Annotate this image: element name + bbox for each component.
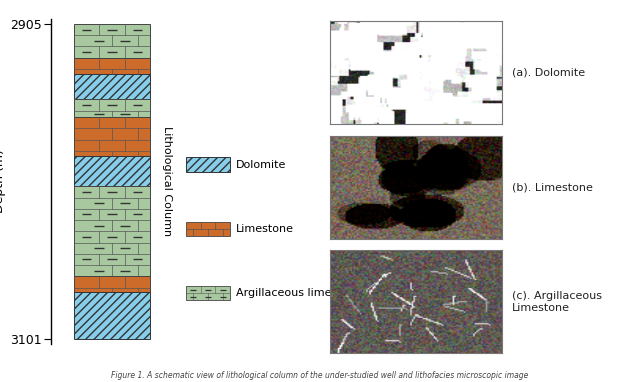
Text: Argillaceous limestone: Argillaceous limestone xyxy=(236,288,362,298)
Bar xyxy=(74,156,150,186)
Bar xyxy=(186,286,230,300)
Bar xyxy=(186,222,230,236)
Bar xyxy=(186,157,230,172)
Text: Figure 1. A schematic view of lithological column of the under-studied well and : Figure 1. A schematic view of lithologic… xyxy=(111,371,529,380)
Y-axis label: Depth (m): Depth (m) xyxy=(0,149,6,214)
Text: Lithological Column: Lithological Column xyxy=(162,126,172,236)
Bar xyxy=(74,74,150,99)
Text: (b). Limestone: (b). Limestone xyxy=(512,182,593,192)
Bar xyxy=(74,58,150,74)
Text: Limestone: Limestone xyxy=(236,224,294,234)
Bar xyxy=(74,99,150,117)
Bar xyxy=(74,24,150,58)
Text: (c). Argillaceous
Limestone: (c). Argillaceous Limestone xyxy=(512,291,602,312)
Bar xyxy=(74,186,150,276)
Bar xyxy=(74,276,150,292)
Text: Dolomite: Dolomite xyxy=(236,160,286,170)
Bar xyxy=(74,117,150,156)
Bar xyxy=(74,292,150,339)
Text: (a). Dolomite: (a). Dolomite xyxy=(512,68,585,78)
